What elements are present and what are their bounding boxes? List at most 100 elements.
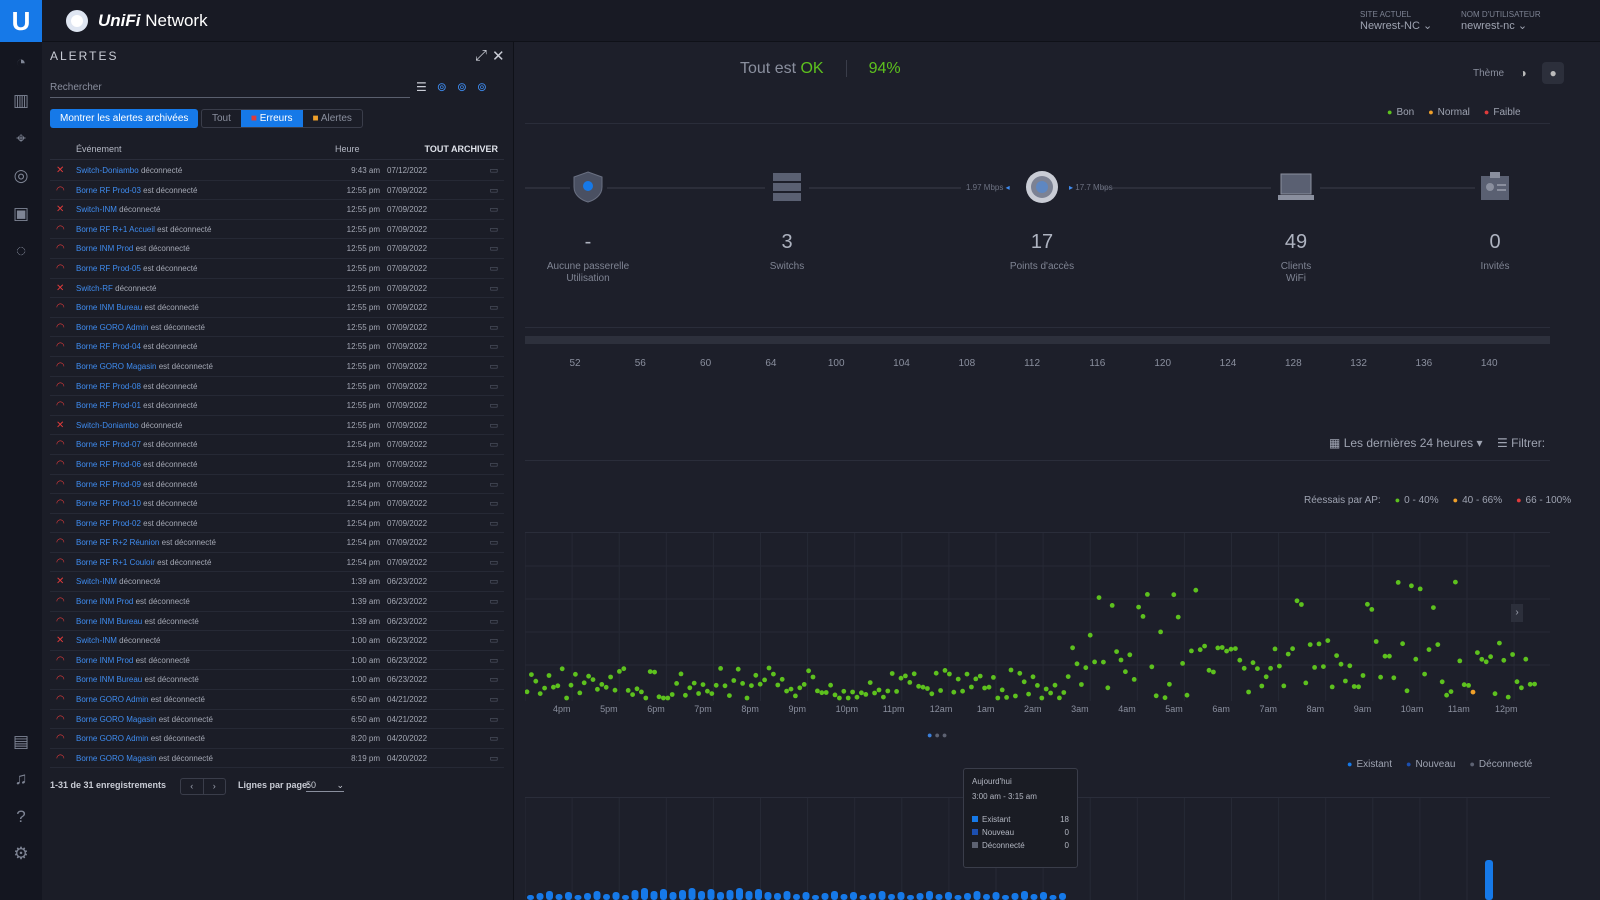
gateway-stat[interactable]: - Aucune passerelle Utilisation <box>518 170 658 285</box>
archive-icon[interactable]: ▭ <box>489 243 498 254</box>
archive-icon[interactable]: ▭ <box>489 204 498 215</box>
device-link[interactable]: Borne GORO Magasin <box>76 753 157 763</box>
list-view-icon[interactable]: ☰ <box>416 80 427 94</box>
filter-warnings[interactable]: ■ Alertes <box>303 110 362 127</box>
chart-pager[interactable]: ●●● <box>927 730 949 740</box>
events-icon[interactable]: ▤ <box>12 732 30 751</box>
archive-icon[interactable]: ▭ <box>489 458 498 469</box>
archive-all-button[interactable]: TOUT ARCHIVER <box>424 144 498 154</box>
alert-row[interactable]: ◠ Borne INM Bureau est déconnecté 12:55 pm… <box>50 298 504 318</box>
alert-row[interactable]: ◠ Borne GORO Admin est déconnecté 6:50 am 0… <box>50 690 504 710</box>
chart-next-button[interactable]: › <box>1511 604 1523 622</box>
dashboard-icon[interactable]: ◔ <box>15 53 27 72</box>
alert-row[interactable]: ◠ Borne INM Prod est déconnecté 1:00 am 06/… <box>50 651 504 671</box>
device-link[interactable]: Borne RF Prod-07 <box>76 440 141 450</box>
map-icon[interactable]: ⌖ <box>16 129 26 148</box>
guests-stat[interactable]: 0 Invités <box>1425 170 1565 273</box>
device-link[interactable]: Switch-INM <box>76 636 117 646</box>
device-link[interactable]: Borne RF R+1 Couloir <box>76 557 155 567</box>
archive-icon[interactable]: ▭ <box>489 654 498 665</box>
archive-icon[interactable]: ▭ <box>489 439 498 450</box>
alert-row[interactable]: ◠ Borne RF Prod-01 est déconnecté 12:55 pm… <box>50 396 504 416</box>
alert-row[interactable]: ◠ Borne RF Prod-04 est déconnecté 12:55 pm… <box>50 337 504 357</box>
device-link[interactable]: Switch-Doniambo <box>76 166 139 175</box>
alert-row[interactable]: ◠ Borne RF R+1 Couloir est déconnecté 12:5… <box>50 553 504 573</box>
expand-icon[interactable]: ⤢ <box>475 47 488 64</box>
device-link[interactable]: Borne INM Prod <box>76 244 134 254</box>
pager-dot[interactable]: ● <box>941 730 950 740</box>
archive-icon[interactable]: ▭ <box>489 674 498 685</box>
col-event[interactable]: Événement <box>76 144 122 154</box>
device-link[interactable]: Borne GORO Magasin <box>76 361 157 371</box>
device-link[interactable]: Switch-Doniambo <box>76 420 139 430</box>
archive-icon[interactable]: ▭ <box>489 752 498 763</box>
settings-gear-icon[interactable]: ⚙ <box>13 844 29 863</box>
device-link[interactable]: Borne RF R+2 Réunion <box>76 538 160 548</box>
alert-row[interactable]: ◠ Borne GORO Magasin est déconnecté 12:55 … <box>50 357 504 377</box>
device-link[interactable]: Switch-INM <box>76 205 117 215</box>
device-link[interactable]: Borne RF Prod-01 <box>76 401 141 411</box>
alert-row[interactable]: ◠ Borne GORO Magasin est déconnecté 8:19 p… <box>50 749 504 769</box>
device-link[interactable]: Borne RF R+1 Accueil <box>76 224 155 234</box>
device-link[interactable]: Borne INM Bureau <box>76 616 143 626</box>
alert-row[interactable]: ◠ Borne RF Prod-03 est déconnecté 12:55 pm… <box>50 181 504 201</box>
device-link[interactable]: Borne RF Prod-03 <box>76 185 141 195</box>
archive-icon[interactable]: ▭ <box>489 596 498 607</box>
archive-icon[interactable]: ▭ <box>489 360 498 371</box>
device-link[interactable]: Borne GORO Magasin <box>76 714 157 724</box>
device-link[interactable]: Borne INM Bureau <box>76 303 143 313</box>
archive-icon[interactable]: ▭ <box>489 694 498 705</box>
site-selector[interactable]: SITE ACTUEL Newrest-NC ⌄ <box>1360 10 1432 32</box>
archive-icon[interactable]: ▭ <box>489 302 498 313</box>
alert-row[interactable]: ◠ Borne INM Bureau est déconnecté 1:39 am 0… <box>50 612 504 632</box>
alert-row[interactable]: ◠ Borne GORO Admin est déconnecté 8:20 pm 0… <box>50 729 504 749</box>
switches-stat[interactable]: 3 Switchs <box>717 170 857 273</box>
alert-row[interactable]: ◠ Borne RF Prod-08 est déconnecté 12:55 pm… <box>50 377 504 397</box>
clients-icon[interactable]: ▣ <box>12 204 30 223</box>
alert-row[interactable]: ◠ Borne INM Bureau est déconnecté 1:00 am 0… <box>50 670 504 691</box>
device-link[interactable]: Borne RF Prod-04 <box>76 342 141 352</box>
archive-icon[interactable]: ▭ <box>489 262 498 273</box>
insights-icon[interactable]: ◌ <box>15 241 27 260</box>
alert-row[interactable]: ◠ Borne RF Prod-10 est déconnecté 12:54 pm… <box>50 494 504 514</box>
app-brand[interactable]: UniFi Network <box>66 10 208 32</box>
device-link[interactable]: Borne INM Prod <box>76 597 134 607</box>
archive-icon[interactable]: ▭ <box>489 282 498 293</box>
device-link[interactable]: Borne RF Prod-02 <box>76 518 141 528</box>
next-page-button[interactable]: › <box>202 779 226 794</box>
show-archived-button[interactable]: Montrer les alertes archivées <box>50 109 199 128</box>
alert-row[interactable]: ◠ Borne RF Prod-02 est déconnecté 12:54 pm… <box>50 514 504 534</box>
clients-stat[interactable]: 49 Clients WiFi <box>1226 170 1366 285</box>
filter-all[interactable]: Tout <box>212 113 231 124</box>
archive-icon[interactable]: ▭ <box>489 165 498 175</box>
archive-icon[interactable]: ▭ <box>489 635 498 646</box>
help-icon[interactable]: ? <box>16 807 26 826</box>
archive-icon[interactable]: ▭ <box>489 478 498 489</box>
filter-switch-icon[interactable]: ⊚ <box>456 80 467 94</box>
archive-icon[interactable]: ▭ <box>489 733 498 744</box>
device-link[interactable]: Borne RF Prod-09 <box>76 479 141 489</box>
archive-icon[interactable]: ▭ <box>489 576 498 587</box>
archive-icon[interactable]: ▭ <box>489 713 498 724</box>
statistics-icon[interactable]: ▥ <box>12 91 30 110</box>
close-icon[interactable]: ✕ <box>492 48 505 65</box>
archive-icon[interactable]: ▭ <box>489 556 498 567</box>
alert-row[interactable]: ◠ Borne RF R+1 Accueil est déconnecté 12:5… <box>50 220 504 240</box>
ubiquiti-logo[interactable]: U <box>0 0 42 42</box>
alert-row[interactable]: ✕ Switch-INM déconnecté 1:39 am 06/23/2022 ▭ <box>50 572 504 593</box>
alert-row[interactable]: ◠ Borne RF Prod-06 est déconnecté 12:54 pm… <box>50 455 504 475</box>
col-time[interactable]: Heure <box>335 144 360 154</box>
filter-button[interactable]: ☰ Filtrer: <box>1497 436 1545 450</box>
devices-icon[interactable]: ◎ <box>13 166 29 185</box>
archive-icon[interactable]: ▭ <box>489 537 498 548</box>
alert-row[interactable]: ✕ Switch-RF déconnecté 12:55 pm 07/09/2022 ▭ <box>50 279 504 299</box>
alert-row[interactable]: ◠ Borne RF R+2 Réunion est déconnecté 12:5… <box>50 533 504 553</box>
alert-row[interactable]: ◠ Borne INM Prod est déconnecté 12:55 pm 07… <box>50 239 504 259</box>
archive-icon[interactable]: ▭ <box>489 341 498 352</box>
alert-row[interactable]: ✕ Switch-Doniambo déconnecté 9:43 am 07/12/… <box>50 161 504 181</box>
alerts-search-input[interactable]: Rechercher <box>50 78 410 98</box>
device-link[interactable]: Borne RF Prod-08 <box>76 381 141 391</box>
alert-row[interactable]: ✕ Switch-Doniambo déconnecté 12:55 pm 07/09… <box>50 416 504 436</box>
archive-icon[interactable]: ▭ <box>489 419 498 430</box>
alert-row[interactable]: ◠ Borne RF Prod-05 est déconnecté 12:55 pm… <box>50 259 504 279</box>
